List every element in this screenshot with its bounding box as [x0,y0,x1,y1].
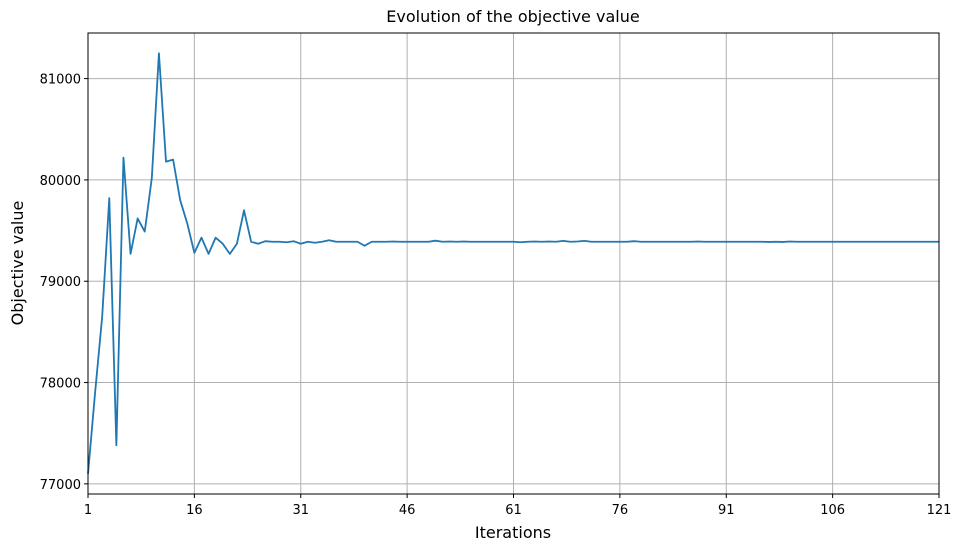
x-axis-title: Iterations [475,523,551,542]
chart-title: Evolution of the objective value [386,7,639,26]
y-tick-label: 78000 [40,377,81,392]
x-tick-label: 76 [612,503,629,518]
x-tick-label: 31 [292,503,309,518]
x-axis: 1 16 31 46 61 76 91 106 121 [84,494,952,518]
x-tick-label: 1 [84,503,92,518]
y-tick-label: 80000 [40,174,81,189]
grid [87,33,940,494]
x-tick-label: 91 [718,503,735,518]
y-tick-label: 79000 [40,275,81,290]
x-tick-label: 106 [820,503,845,518]
x-tick-label: 46 [399,503,416,518]
x-tick-label: 61 [505,503,522,518]
series-line [87,52,939,474]
x-tick-label: 16 [186,503,203,518]
x-tick-label: 121 [927,503,952,518]
y-axis-title: Objective value [8,201,27,326]
series-group [87,52,939,474]
y-axis: 77000 78000 79000 80000 81000 [40,73,88,493]
y-tick-label: 77000 [40,478,81,493]
y-tick-label: 81000 [40,73,81,88]
